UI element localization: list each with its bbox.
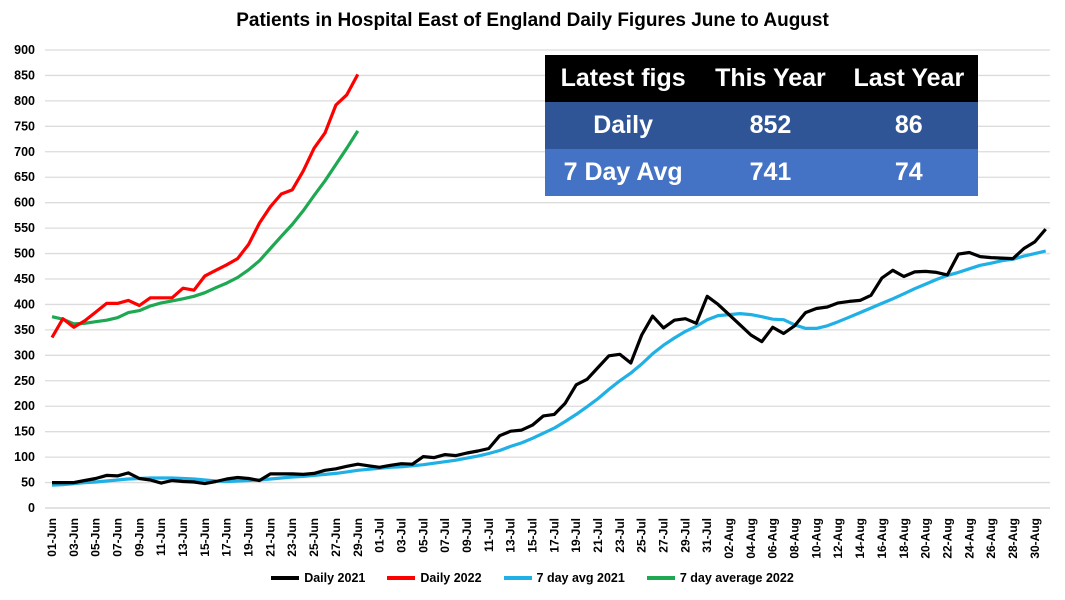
x-tick-label: 20-Aug: [919, 518, 933, 559]
legend-item-daily-2022: Daily 2022: [387, 571, 482, 585]
series-line-daily-2022: [50, 73, 360, 339]
last-year-value: 86: [894, 111, 923, 139]
x-tick-label: 15-Jul: [525, 518, 539, 553]
latest-figures-table: Latest figs This Year Last Year Daily 85…: [545, 55, 978, 196]
x-tick-label: 06-Aug: [766, 518, 780, 559]
x-tick-label: 07-Jun: [111, 518, 125, 557]
x-tick-label: 17-Jul: [547, 518, 561, 553]
series-line-daily-2021: [52, 228, 1047, 486]
x-tick-label: 07-Jul: [438, 518, 452, 553]
x-tick-label: 09-Jul: [460, 518, 474, 553]
y-tick-label: 750: [14, 119, 35, 133]
x-tick-label: 14-Aug: [853, 518, 867, 559]
x-tick-label: 28-Aug: [1006, 518, 1020, 559]
legend-swatch: [271, 576, 300, 580]
x-tick-label: 12-Aug: [831, 518, 845, 559]
y-tick-label: 100: [14, 450, 35, 464]
legend-item-daily-2021: Daily 2021: [271, 571, 365, 585]
x-tick-label: 09-Jun: [132, 518, 146, 557]
table-header-row: Latest figs This Year Last Year: [545, 55, 978, 102]
table-row-daily: Daily 852 86: [545, 102, 978, 149]
x-tick-label: 01-Jun: [45, 518, 59, 557]
y-tick-label: 0: [28, 501, 35, 515]
x-tick-label: 23-Jun: [285, 518, 299, 557]
y-tick-label: 50: [21, 476, 35, 490]
x-tick-label: 08-Aug: [788, 518, 802, 559]
row-label: 7 Day Avg: [563, 158, 683, 186]
x-tick-label: 31-Jul: [700, 518, 714, 553]
y-tick-label: 200: [14, 399, 35, 413]
x-tick-label: 03-Jul: [394, 518, 408, 553]
legend: Daily 2021 Daily 2022 7 day avg 2021 7 d…: [0, 571, 1065, 585]
y-tick-label: 800: [14, 94, 35, 108]
row-label: Daily: [593, 111, 653, 139]
header-last-year: Last Year: [853, 64, 965, 92]
x-tick-label: 04-Aug: [744, 518, 758, 559]
x-tick-label: 30-Aug: [1028, 518, 1042, 559]
x-tick-label: 05-Jun: [89, 518, 103, 557]
last-year-value: 74: [894, 158, 923, 186]
x-tick-label: 26-Aug: [984, 518, 998, 559]
x-tick-label: 13-Jun: [176, 518, 190, 557]
x-tick-label: 03-Jun: [67, 518, 81, 557]
x-tick-label: 01-Jul: [373, 518, 387, 553]
this-year-value: 852: [749, 111, 792, 139]
chart-title: Patients in Hospital East of England Dai…: [236, 10, 829, 31]
x-tick-label: 11-Jun: [154, 518, 168, 556]
series-line-7-day-average-2022: [51, 130, 360, 326]
x-tick-label: 25-Jul: [635, 518, 649, 553]
legend-swatch: [503, 576, 532, 580]
x-tick-label: 29-Jul: [678, 518, 692, 553]
x-tick-label: 29-Jun: [351, 518, 365, 557]
x-tick-label: 19-Jul: [569, 518, 583, 553]
header-latest-figs: Latest figs: [560, 64, 686, 92]
x-tick-label: 19-Jun: [242, 518, 256, 557]
y-tick-label: 150: [14, 425, 35, 439]
x-tick-label: 18-Aug: [897, 518, 911, 559]
x-tick-label: 21-Jul: [591, 518, 605, 553]
y-tick-label: 600: [14, 196, 35, 210]
table-row-7day: 7 Day Avg 741 74: [545, 149, 978, 196]
legend-label: Daily 2022: [420, 571, 482, 585]
this-year-value: 741: [749, 158, 792, 186]
y-tick-label: 350: [14, 323, 35, 337]
legend-label: 7 day average 2022: [679, 571, 794, 585]
x-tick-label: 13-Jul: [504, 518, 518, 553]
x-tick-label: 02-Aug: [722, 518, 736, 559]
x-tick-label: 21-Jun: [263, 518, 277, 557]
legend-swatch: [646, 576, 675, 580]
y-tick-label: 450: [14, 272, 35, 286]
y-tick-label: 650: [14, 170, 35, 184]
y-tick-label: 850: [14, 68, 35, 82]
x-tick-label: 05-Jul: [416, 518, 430, 553]
x-tick-label: 15-Jun: [198, 518, 212, 557]
legend-item-7day-2021: 7 day avg 2021: [503, 571, 625, 585]
y-tick-label: 400: [14, 297, 35, 311]
legend-label: 7 day avg 2021: [536, 571, 625, 585]
x-tick-label: 16-Aug: [875, 518, 889, 559]
x-tick-label: 11-Jul: [482, 518, 496, 552]
x-tick-label: 25-Jun: [307, 518, 321, 557]
x-tick-label: 23-Jul: [613, 518, 627, 553]
legend-item-7day-2022: 7 day average 2022: [646, 571, 794, 585]
x-tick-label: 22-Aug: [940, 518, 954, 559]
x-tick-label: 27-Jun: [329, 518, 343, 557]
y-tick-label: 500: [14, 247, 35, 261]
y-tick-label: 300: [14, 348, 35, 362]
y-tick-label: 550: [14, 221, 35, 235]
y-tick-label: 250: [14, 374, 35, 388]
series-line-7-day-avg-2021: [51, 249, 1047, 487]
x-tick-label: 24-Aug: [962, 518, 976, 559]
x-tick-label: 17-Jun: [220, 518, 234, 557]
header-this-year: This Year: [715, 64, 826, 92]
legend-label: Daily 2021: [304, 571, 366, 585]
legend-swatch: [387, 576, 416, 580]
x-tick-label: 27-Jul: [657, 518, 671, 553]
y-tick-label: 700: [14, 145, 35, 159]
x-tick-label: 10-Aug: [809, 518, 823, 559]
y-tick-label: 900: [14, 43, 35, 57]
